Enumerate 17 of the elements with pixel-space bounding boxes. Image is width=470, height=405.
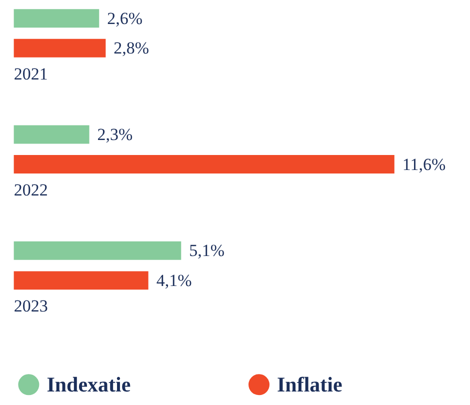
bar [14,241,182,260]
data-label: 2,6% [107,8,143,28]
data-label: 2,3% [97,125,133,144]
bar [14,38,106,58]
data-label: 2,8% [114,38,150,58]
y-tick-label: 2022 [14,180,48,200]
legend-label: Indexatie [46,372,131,397]
data-label: 11,6% [402,154,446,174]
legend-label: Inflatie [277,372,342,397]
y-tick-label: 2021 [14,64,48,84]
bar [14,9,100,28]
data-label: 5,1% [189,241,225,260]
bar [14,271,148,290]
bar [14,155,394,174]
y-tick-label: 2023 [14,296,48,316]
bar [14,125,90,144]
data-label: 4,1% [156,270,192,290]
